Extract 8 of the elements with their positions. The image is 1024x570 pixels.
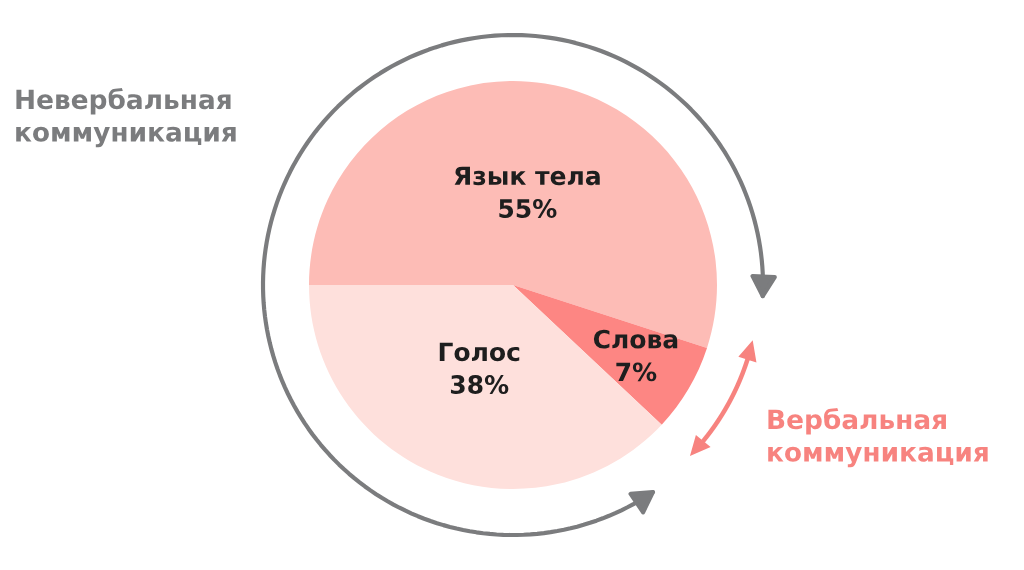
slice-label: Слова <box>593 329 678 349</box>
text: Невербальная коммуникация <box>16 88 236 148</box>
text: Вербальная коммуникация <box>768 408 988 468</box>
data-label: 38% <box>450 375 509 394</box>
slice-label: Голос <box>439 342 520 362</box>
slice-label: Язык тела <box>454 166 600 186</box>
data-label: 7% <box>616 362 657 382</box>
data-label: 55% <box>499 199 557 218</box>
